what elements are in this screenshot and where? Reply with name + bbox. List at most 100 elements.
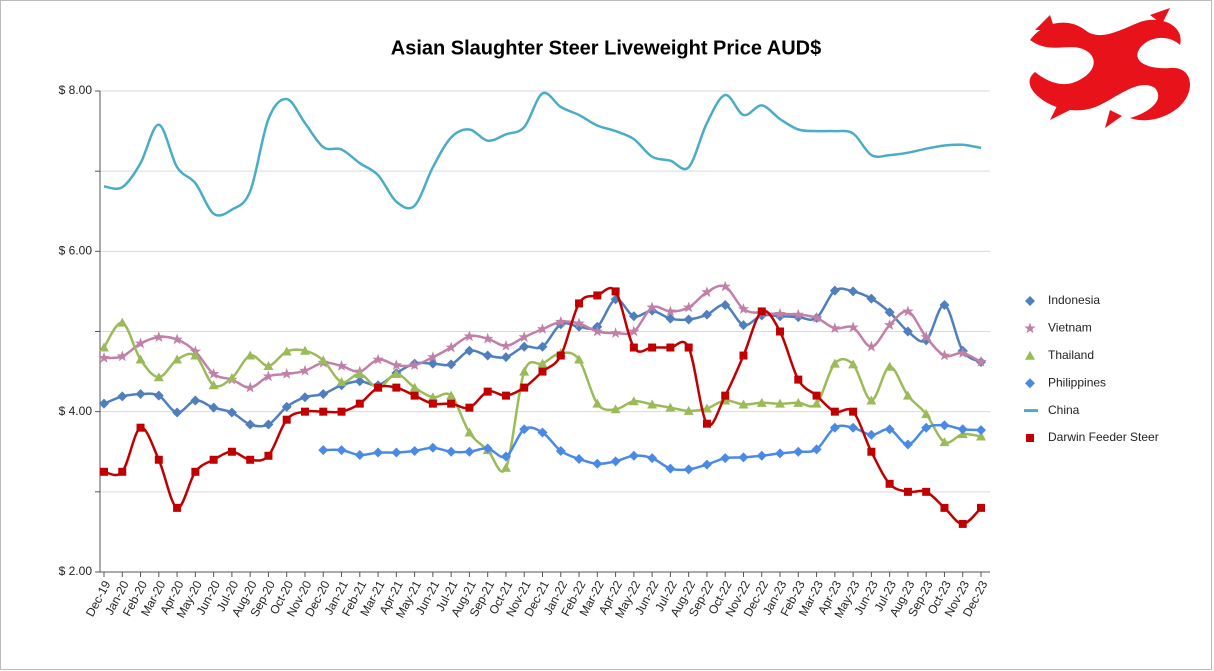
point-marker xyxy=(99,398,109,409)
point-marker xyxy=(336,377,347,387)
point-marker xyxy=(574,453,585,464)
point-marker xyxy=(902,439,913,450)
point-marker xyxy=(938,349,951,361)
point-marker xyxy=(575,299,584,308)
point-marker xyxy=(593,291,602,300)
point-marker xyxy=(446,446,457,457)
point-marker xyxy=(299,364,311,376)
legend-swatch xyxy=(1025,296,1035,306)
point-marker xyxy=(939,300,950,311)
point-marker xyxy=(848,422,859,433)
point-marker xyxy=(628,450,639,461)
point-marker xyxy=(116,350,128,362)
point-marker xyxy=(757,307,766,316)
point-marker xyxy=(281,346,292,356)
point-marker xyxy=(300,407,309,416)
point-marker xyxy=(264,451,273,460)
point-marker xyxy=(628,396,639,406)
y-tick-label: $ 6.00 xyxy=(59,244,93,258)
point-marker xyxy=(774,307,786,319)
point-marker xyxy=(463,330,476,342)
point-marker xyxy=(408,359,421,370)
point-marker xyxy=(173,503,182,512)
legend-swatch xyxy=(1026,434,1034,442)
point-marker xyxy=(520,383,529,392)
point-marker xyxy=(409,445,420,456)
point-marker xyxy=(592,458,603,469)
point-marker xyxy=(866,293,877,304)
point-marker xyxy=(848,286,859,297)
point-marker xyxy=(610,456,621,467)
point-marker xyxy=(354,449,365,460)
point-marker xyxy=(648,343,657,352)
point-marker xyxy=(940,503,949,512)
point-marker xyxy=(701,309,712,320)
series xyxy=(318,420,986,475)
point-marker xyxy=(849,407,858,416)
point-marker xyxy=(482,332,494,344)
point-marker xyxy=(720,300,731,311)
legend-label: Indonesia xyxy=(1048,293,1100,307)
point-marker xyxy=(884,424,895,435)
legend-swatch xyxy=(1025,378,1035,389)
point-marker xyxy=(847,321,859,333)
point-marker xyxy=(921,335,932,346)
point-marker xyxy=(427,442,438,453)
point-marker xyxy=(573,317,585,329)
point-marker xyxy=(519,341,530,352)
point-marker xyxy=(810,311,823,323)
point-marker xyxy=(957,424,968,435)
point-marker xyxy=(410,391,419,400)
point-marker xyxy=(920,331,932,342)
series xyxy=(100,286,985,528)
point-marker xyxy=(812,391,821,400)
point-marker xyxy=(227,447,236,456)
point-marker xyxy=(683,405,694,415)
point-marker xyxy=(135,389,146,400)
point-marker xyxy=(555,315,567,327)
point-marker xyxy=(701,403,712,413)
point-marker xyxy=(190,350,201,360)
point-marker xyxy=(683,314,694,325)
point-marker xyxy=(98,352,110,363)
legend-swatch xyxy=(1024,322,1036,334)
point-marker xyxy=(884,361,895,371)
point-marker xyxy=(391,368,402,378)
point-marker xyxy=(555,445,566,456)
point-marker xyxy=(390,359,402,370)
legend-label: Thailand xyxy=(1048,348,1094,362)
point-marker xyxy=(721,391,730,400)
point-marker xyxy=(975,356,987,367)
point-marker xyxy=(372,353,384,365)
point-marker xyxy=(591,325,603,337)
point-marker xyxy=(209,455,218,464)
point-marker xyxy=(172,407,183,418)
point-marker xyxy=(775,398,786,408)
point-marker xyxy=(829,285,840,296)
point-marker xyxy=(737,303,750,314)
point-marker xyxy=(319,407,328,416)
point-marker xyxy=(664,305,677,317)
point-marker xyxy=(610,404,621,414)
point-marker xyxy=(117,391,128,402)
series xyxy=(103,91,982,217)
point-marker xyxy=(811,398,822,408)
series xyxy=(99,285,986,430)
point-marker xyxy=(646,301,658,313)
point-marker xyxy=(464,446,475,457)
point-marker xyxy=(977,503,985,512)
point-marker xyxy=(500,462,511,472)
point-marker xyxy=(500,352,511,363)
point-marker xyxy=(482,350,493,361)
point-marker xyxy=(793,446,804,457)
point-marker xyxy=(867,447,876,456)
point-marker xyxy=(792,308,804,320)
point-marker xyxy=(299,345,310,355)
point-marker xyxy=(263,419,274,430)
point-marker xyxy=(629,343,638,352)
point-marker xyxy=(684,343,693,352)
point-marker xyxy=(501,391,510,400)
point-marker xyxy=(337,407,346,416)
point-marker xyxy=(446,359,457,370)
point-marker xyxy=(829,322,841,334)
